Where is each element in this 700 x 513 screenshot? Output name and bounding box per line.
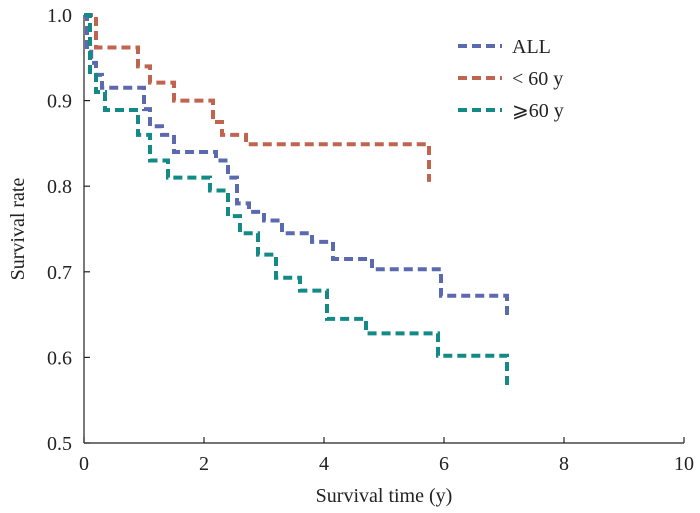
y-tick-label: 0.6 [47, 347, 72, 369]
legend: ALL < 60 y ⩾60 y [458, 36, 564, 122]
x-tick-label: 10 [674, 453, 694, 475]
x-tick-label: 4 [319, 453, 329, 475]
x-tick-label: 0 [79, 453, 89, 475]
series-lines [84, 13, 509, 390]
legend-label-0: ALL [512, 36, 551, 58]
x-tick-label: 6 [439, 453, 449, 475]
series-line-2 [84, 13, 509, 390]
legend-label-1: < 60 y [512, 68, 563, 90]
series-line-0 [84, 13, 509, 319]
y-tick-label: 0.9 [47, 91, 72, 113]
x-tick-label: 2 [199, 453, 209, 475]
y-tick-label: 0.7 [47, 262, 72, 284]
ticks: 0 2 4 6 8 10 0.5 0.6 0.7 0.8 0.9 1.0 [47, 5, 694, 475]
y-axis-label: Survival rate [7, 178, 29, 281]
y-tick-label: 0.5 [47, 433, 72, 455]
series-line-1 [84, 13, 431, 182]
y-tick-label: 0.8 [47, 176, 72, 198]
x-tick-label: 8 [559, 453, 569, 475]
legend-label-2: ⩾60 y [512, 100, 564, 122]
axes [83, 15, 684, 444]
y-tick-label: 1.0 [47, 5, 72, 27]
x-axis-label: Survival time (y) [316, 485, 453, 507]
